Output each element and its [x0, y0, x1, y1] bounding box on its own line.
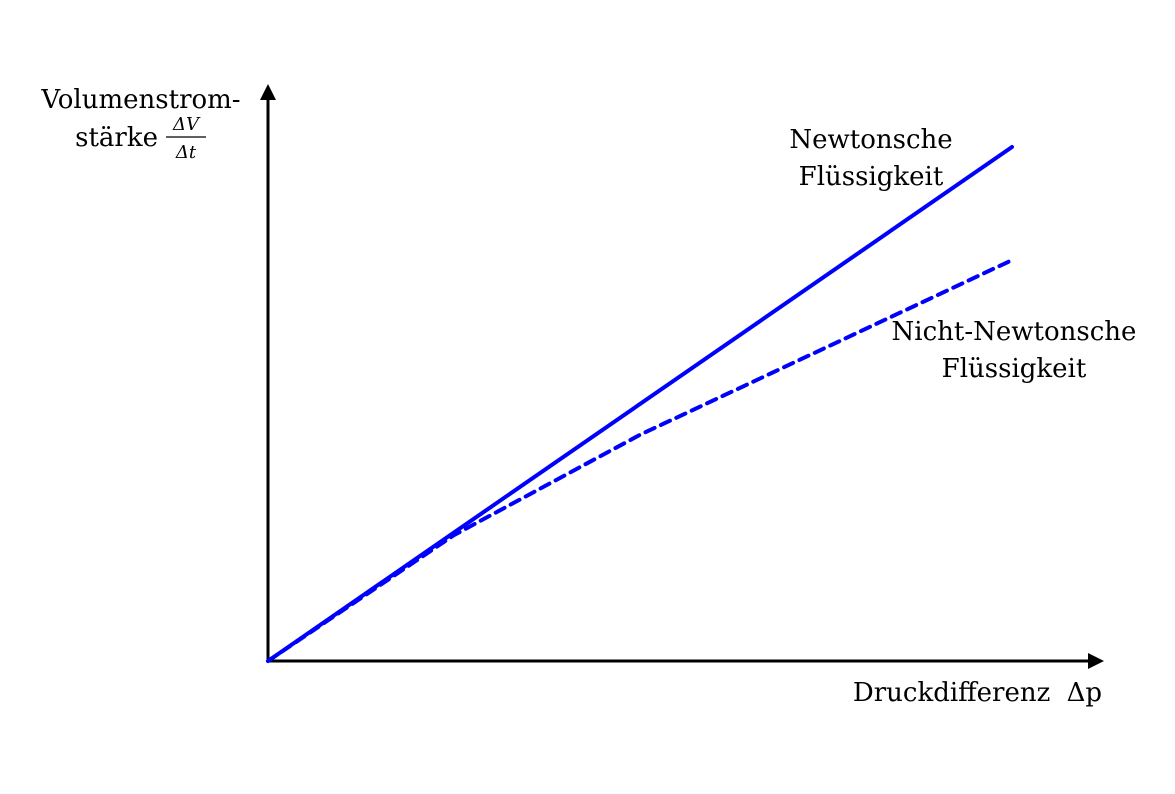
x-axis-arrow-icon: [1088, 653, 1104, 669]
x-axis-label: Druckdifferenz Δp: [853, 678, 1102, 708]
series-layer: [266, 145, 1014, 663]
y-axis-arrow-icon: [260, 84, 276, 100]
series-line-non-newtonian: [266, 258, 1014, 663]
y-axis-label-line1: Volumenstrom-: [40, 85, 240, 115]
series-label-non-newtonian-line1: Nicht-Newtonsche: [892, 317, 1137, 347]
x-axis-label-text: Druckdifferenz: [853, 678, 1050, 708]
y-axis-fraction-numerator: ΔV: [172, 114, 201, 135]
y-axis-label-line2: stärke: [75, 123, 158, 153]
series-line-newtonian: [266, 145, 1014, 663]
series-label-non-newtonian-line2: Flüssigkeit: [942, 354, 1087, 384]
x-axis-label-symbol: Δp: [1067, 678, 1102, 708]
y-axis-fraction-denominator: Δt: [175, 142, 197, 163]
series-label-newtonian-line2: Flüssigkeit: [799, 162, 944, 192]
series-label-newtonian-line1: Newtonsche: [789, 125, 952, 155]
